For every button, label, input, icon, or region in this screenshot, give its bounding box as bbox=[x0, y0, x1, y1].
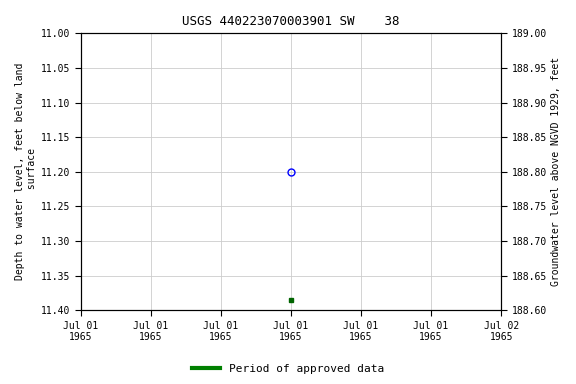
Title: USGS 440223070003901 SW    38: USGS 440223070003901 SW 38 bbox=[182, 15, 400, 28]
Y-axis label: Groundwater level above NGVD 1929, feet: Groundwater level above NGVD 1929, feet bbox=[551, 57, 561, 286]
Y-axis label: Depth to water level, feet below land
 surface: Depth to water level, feet below land su… bbox=[15, 63, 37, 280]
Legend: Period of approved data: Period of approved data bbox=[188, 359, 388, 379]
